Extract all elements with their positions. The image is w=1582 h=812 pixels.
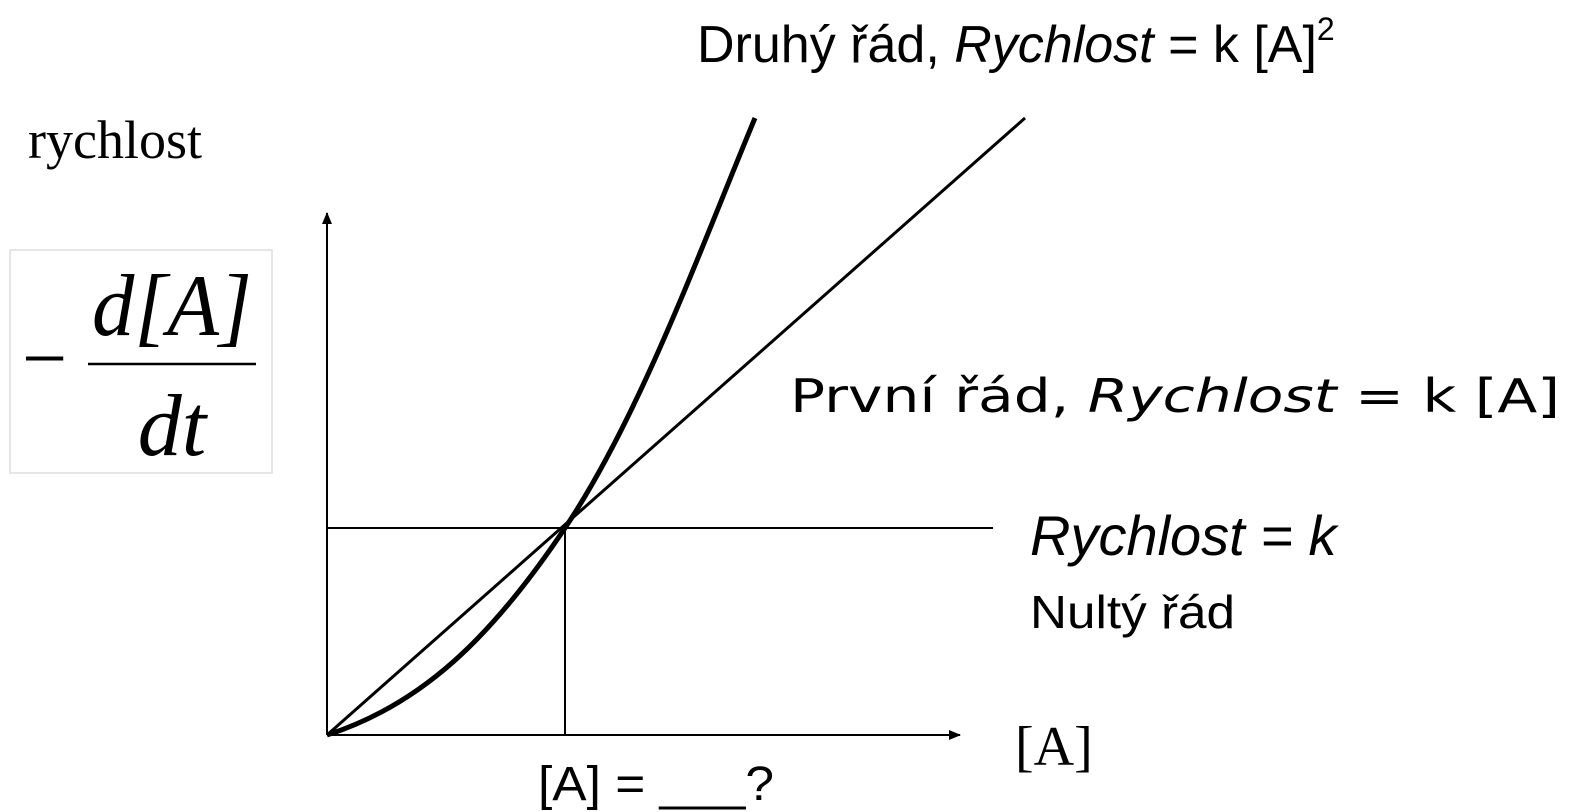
formula-denominator: dt [138, 378, 209, 475]
question: [A] = ___? [538, 758, 774, 811]
text: Rychlost [954, 16, 1156, 74]
formula-numerator: d[A] [92, 258, 252, 355]
text: První řád, [790, 369, 1088, 423]
second-order-label: Druhý řád, Rychlost = k [A]2 [697, 11, 1335, 74]
text: Druhý řád, [697, 16, 954, 74]
zero-order-equation: Rychlost = k [1030, 504, 1340, 567]
first-order-label: První řád, Rychlost = k [A] [790, 369, 1560, 423]
text: = k [A] [1154, 16, 1317, 74]
text: Rychlost [1088, 369, 1339, 423]
exponent: 2 [1317, 11, 1335, 47]
second-order-curve [326, 117, 758, 738]
formula-minus: − [22, 315, 67, 403]
zero-order-name: Nultý řád [1030, 586, 1235, 638]
x-axis-label: [A] [1015, 716, 1093, 778]
formula-box [9, 249, 273, 474]
text: = k [A] [1337, 369, 1560, 423]
first-order-line [326, 116, 1026, 737]
y-axis-label: rychlost [28, 110, 202, 170]
